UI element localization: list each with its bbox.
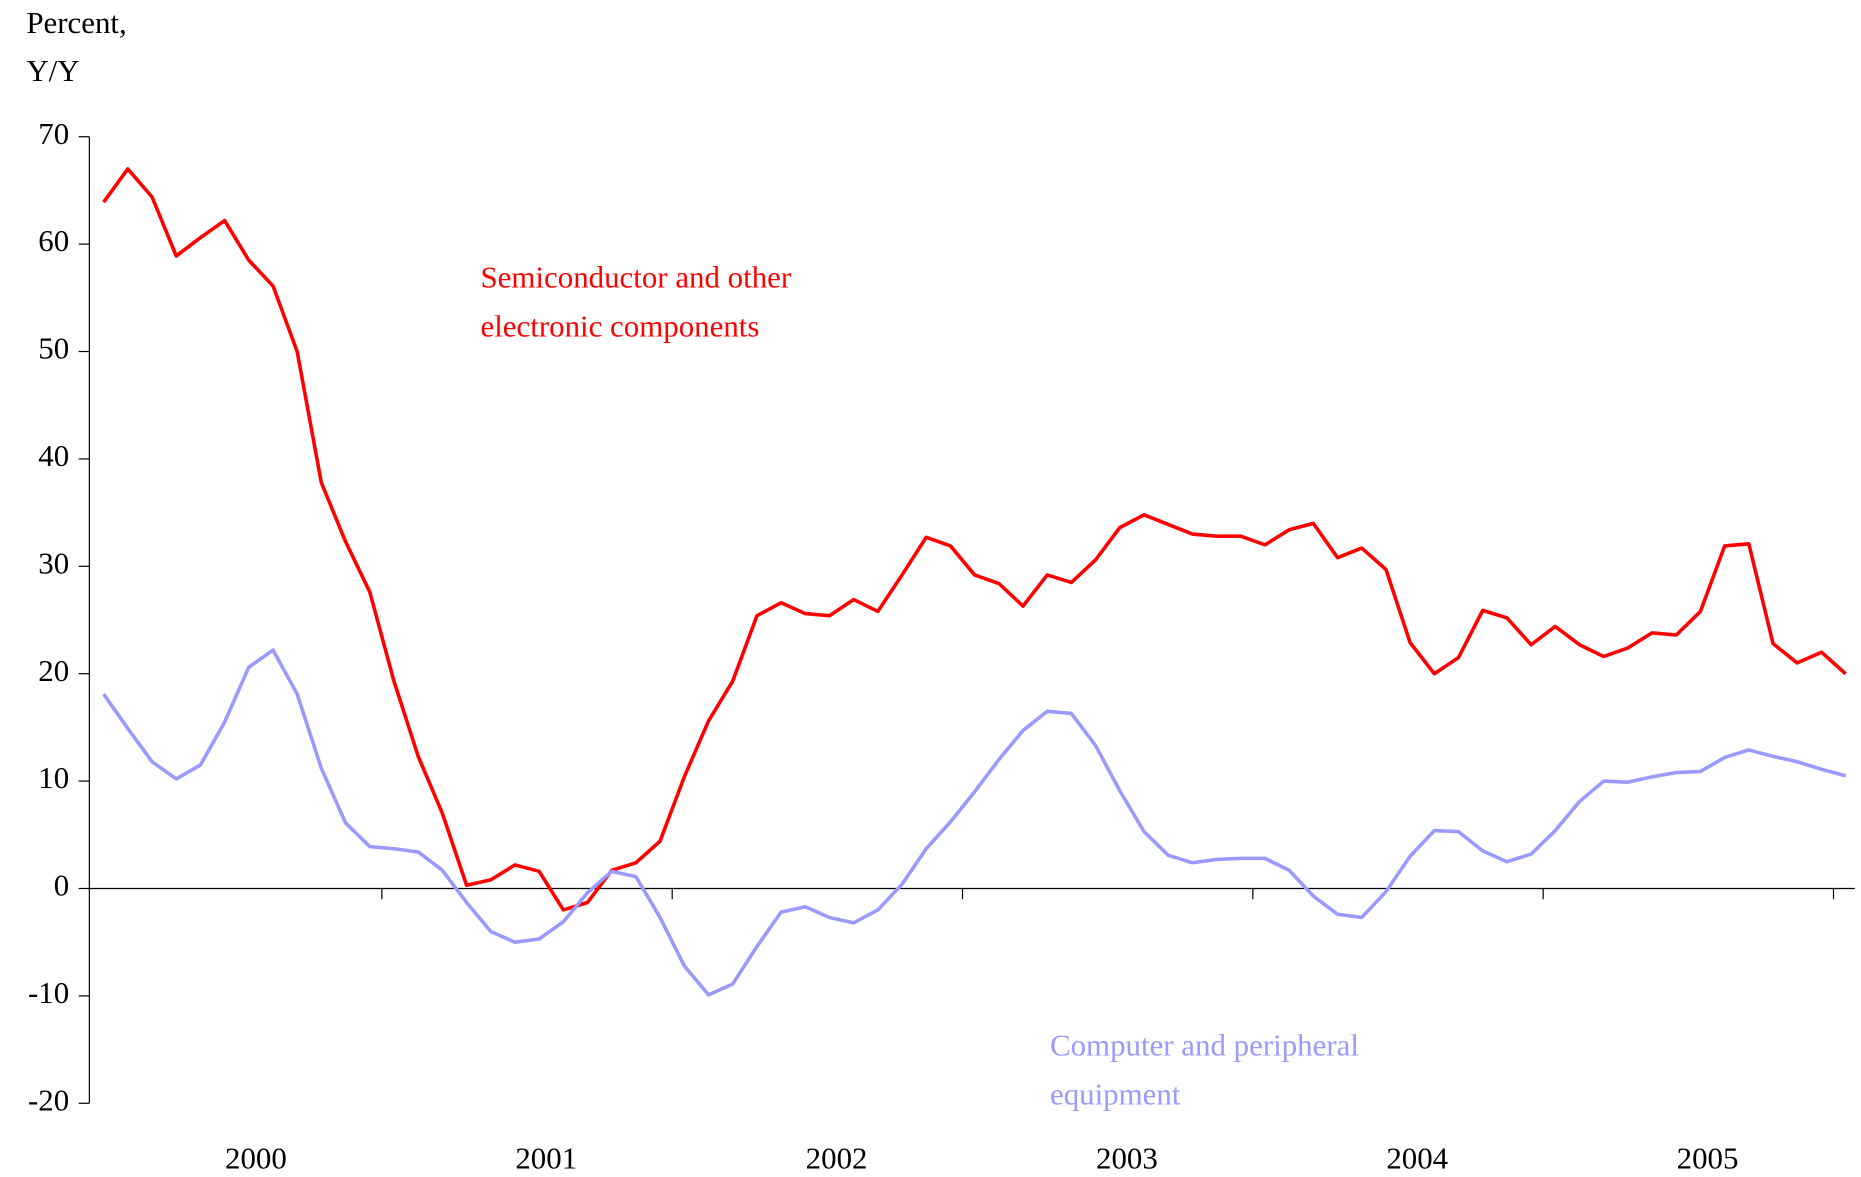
- series-label: electronic components: [481, 308, 760, 343]
- y-tick-label: 20: [38, 653, 69, 688]
- series-label: Semiconductor and other: [481, 260, 792, 295]
- y-tick-label: 40: [38, 438, 69, 473]
- y-axis-label: Y/Y: [26, 53, 79, 88]
- y-tick-label: -20: [28, 1082, 69, 1117]
- y-tick-label: 10: [38, 760, 69, 795]
- y-tick-label: -10: [28, 975, 69, 1010]
- y-tick-label: 50: [38, 331, 69, 366]
- series-label: equipment: [1050, 1076, 1181, 1111]
- y-tick-label: 0: [54, 868, 69, 903]
- x-tick-label: 2005: [1677, 1141, 1739, 1176]
- series-line: [102, 167, 1847, 912]
- series-line: [102, 648, 1847, 997]
- x-tick-label: 2001: [515, 1141, 577, 1176]
- y-tick-label: 60: [38, 223, 69, 258]
- y-tick-label: 30: [38, 545, 69, 580]
- y-tick-label: 70: [38, 116, 69, 151]
- y-axis-label: Percent,: [26, 5, 126, 40]
- x-tick-label: 2003: [1096, 1141, 1158, 1176]
- x-tick-label: 2000: [225, 1141, 287, 1176]
- series-label: Computer and peripheral: [1050, 1028, 1359, 1063]
- x-tick-label: 2002: [806, 1141, 868, 1176]
- x-tick-label: 2004: [1386, 1141, 1448, 1176]
